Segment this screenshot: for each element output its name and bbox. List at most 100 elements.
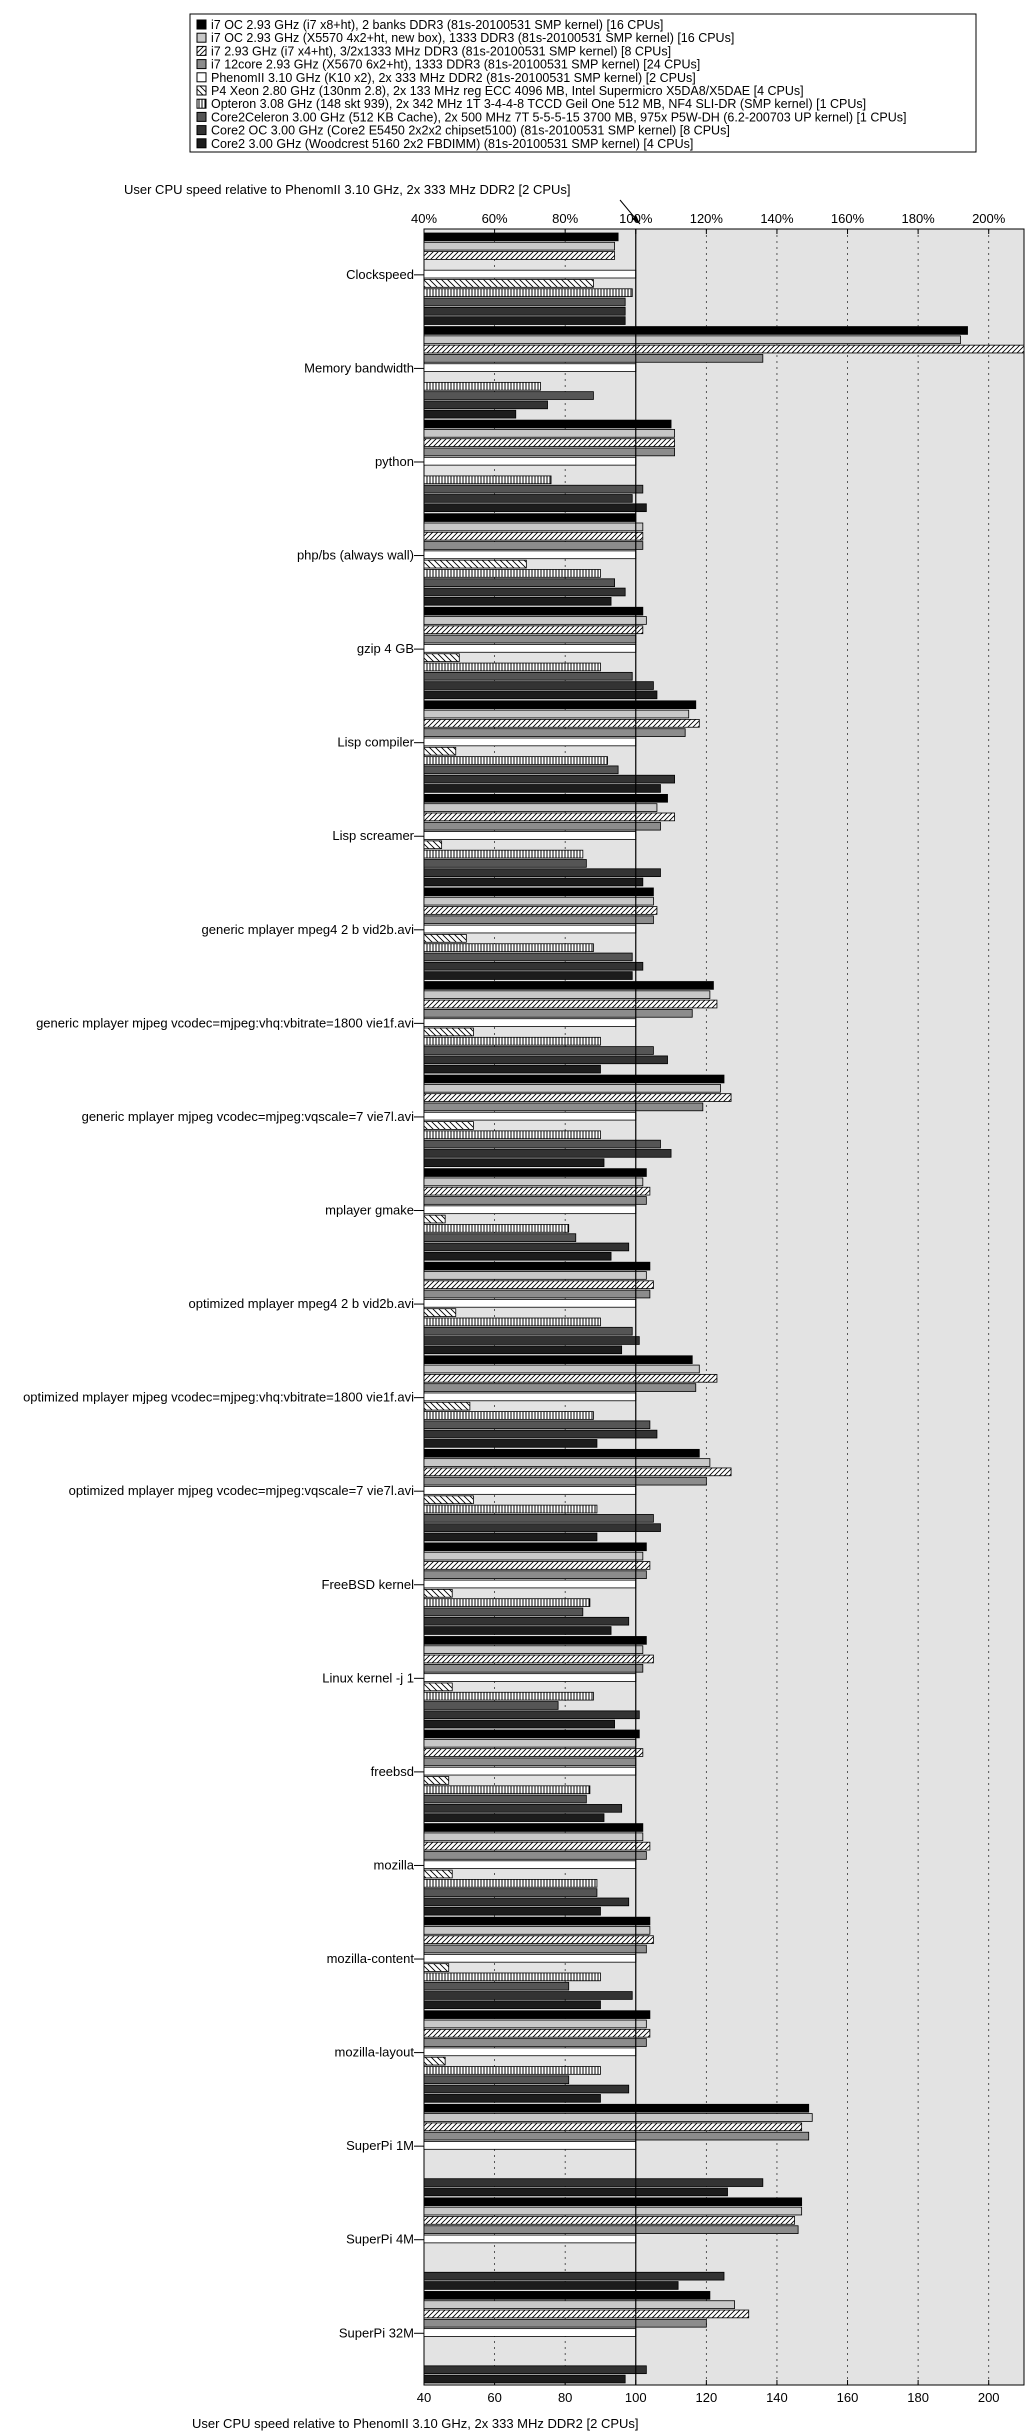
bar bbox=[423, 1616, 630, 1626]
bar bbox=[423, 952, 633, 962]
bar bbox=[423, 887, 654, 897]
bar bbox=[423, 1570, 647, 1580]
category-group bbox=[423, 232, 637, 325]
bar bbox=[423, 1420, 651, 1430]
bar bbox=[423, 2216, 795, 2225]
bar bbox=[423, 1953, 637, 1963]
bar bbox=[423, 1046, 654, 1055]
bar bbox=[423, 419, 672, 429]
bar bbox=[423, 1317, 601, 1327]
bar bbox=[423, 2365, 647, 2375]
bar bbox=[423, 1149, 672, 1158]
tick-label-top: 200% bbox=[972, 211, 1006, 226]
category-label: mozilla-layout bbox=[335, 2045, 415, 2060]
bar bbox=[423, 616, 647, 625]
bar bbox=[423, 1598, 591, 1607]
legend-swatch bbox=[196, 98, 207, 109]
tick-label-bottom: 180 bbox=[907, 2390, 929, 2405]
bar bbox=[423, 1411, 594, 1420]
bar bbox=[423, 1486, 637, 1495]
bar bbox=[423, 1738, 637, 1748]
bar bbox=[423, 1785, 591, 1795]
bar bbox=[423, 859, 587, 868]
tick-label-top: 140% bbox=[760, 211, 794, 226]
legend-swatch bbox=[196, 59, 207, 70]
legend-entry: i7 12core 2.93 GHz (X5670 6x2+ht), 1333 … bbox=[211, 58, 700, 72]
bar bbox=[423, 1495, 474, 1505]
bar bbox=[423, 587, 626, 597]
bar bbox=[423, 1869, 453, 1879]
bar bbox=[423, 232, 619, 242]
bar bbox=[423, 700, 697, 710]
bar bbox=[423, 288, 633, 297]
category-label: optimized mplayer mpeg4 2 b vid2b.avi bbox=[189, 1296, 415, 1311]
legend-frame bbox=[189, 13, 977, 153]
bar bbox=[423, 1458, 711, 1467]
bar bbox=[423, 2084, 630, 2094]
legend-entry: Opteron 3.08 GHz (148 skt 939), 2x 342 M… bbox=[211, 97, 866, 111]
bar bbox=[423, 2038, 647, 2047]
bar bbox=[423, 2122, 803, 2132]
tick-label-top: 160% bbox=[831, 211, 865, 226]
category-group bbox=[423, 1168, 651, 1261]
bar bbox=[423, 1860, 637, 1870]
bar bbox=[423, 1373, 718, 1383]
bar bbox=[423, 1476, 707, 1486]
bar bbox=[423, 1916, 651, 1926]
bar bbox=[423, 1158, 605, 1167]
bar bbox=[423, 1897, 630, 1907]
bar bbox=[423, 2131, 810, 2141]
bar bbox=[423, 1757, 637, 1767]
bar bbox=[423, 2197, 803, 2207]
bar bbox=[423, 354, 764, 363]
bar bbox=[423, 1130, 601, 1140]
bar bbox=[423, 494, 633, 503]
bar bbox=[423, 2281, 679, 2290]
category-label: SuperPi 4M bbox=[346, 2232, 414, 2247]
bar bbox=[423, 429, 675, 438]
tick-label-top: 60% bbox=[482, 211, 508, 226]
bar bbox=[423, 1467, 732, 1477]
legend-swatch bbox=[196, 85, 207, 96]
tick-label-top: 120% bbox=[690, 211, 724, 226]
bar bbox=[423, 381, 541, 391]
tick-label-bottom: 120 bbox=[696, 2390, 718, 2405]
bar bbox=[423, 1205, 637, 1215]
bar bbox=[423, 1111, 637, 1121]
bar bbox=[423, 1055, 668, 1065]
legend-entry: Core2 3.00 GHz (Woodcrest 5160 2x2 FBDIM… bbox=[211, 137, 693, 151]
bar bbox=[423, 774, 675, 784]
category-group bbox=[423, 887, 658, 980]
bar bbox=[423, 971, 633, 980]
category-group bbox=[423, 1823, 651, 1916]
bar bbox=[423, 2374, 626, 2384]
bar bbox=[423, 1355, 693, 1364]
bar bbox=[423, 1364, 700, 1374]
bar bbox=[423, 924, 637, 934]
category-group bbox=[423, 981, 718, 1074]
bar bbox=[423, 363, 637, 372]
legend-entry: P4 Xeon 2.80 GHz (130nm 2.8), 2x 133 MHz… bbox=[211, 84, 804, 98]
bar bbox=[423, 326, 968, 335]
bar bbox=[423, 269, 637, 279]
legend-swatch bbox=[196, 111, 207, 122]
bar bbox=[423, 1271, 647, 1280]
bar bbox=[423, 2206, 803, 2216]
bar bbox=[423, 1682, 453, 1692]
bar bbox=[423, 671, 633, 681]
bar bbox=[423, 1214, 446, 1224]
legend-entry: i7 OC 2.93 GHz (X5570 4x2+ht, new box), … bbox=[211, 31, 734, 45]
bar bbox=[423, 1654, 654, 1664]
bar bbox=[423, 1139, 661, 1149]
bar bbox=[423, 1280, 654, 1290]
bar bbox=[423, 541, 644, 550]
bar bbox=[423, 1121, 474, 1130]
bar bbox=[423, 849, 584, 859]
category-label: generic mplayer mjpeg vcodec=mjpeg:vhq:v… bbox=[36, 1015, 414, 1030]
bar bbox=[423, 2103, 810, 2113]
category-group bbox=[423, 793, 675, 887]
bar bbox=[423, 522, 644, 532]
bar bbox=[423, 709, 690, 719]
bar bbox=[423, 569, 601, 578]
legend-entry: i7 OC 2.93 GHz (i7 x8+ht), 2 banks DDR3 … bbox=[211, 18, 663, 32]
